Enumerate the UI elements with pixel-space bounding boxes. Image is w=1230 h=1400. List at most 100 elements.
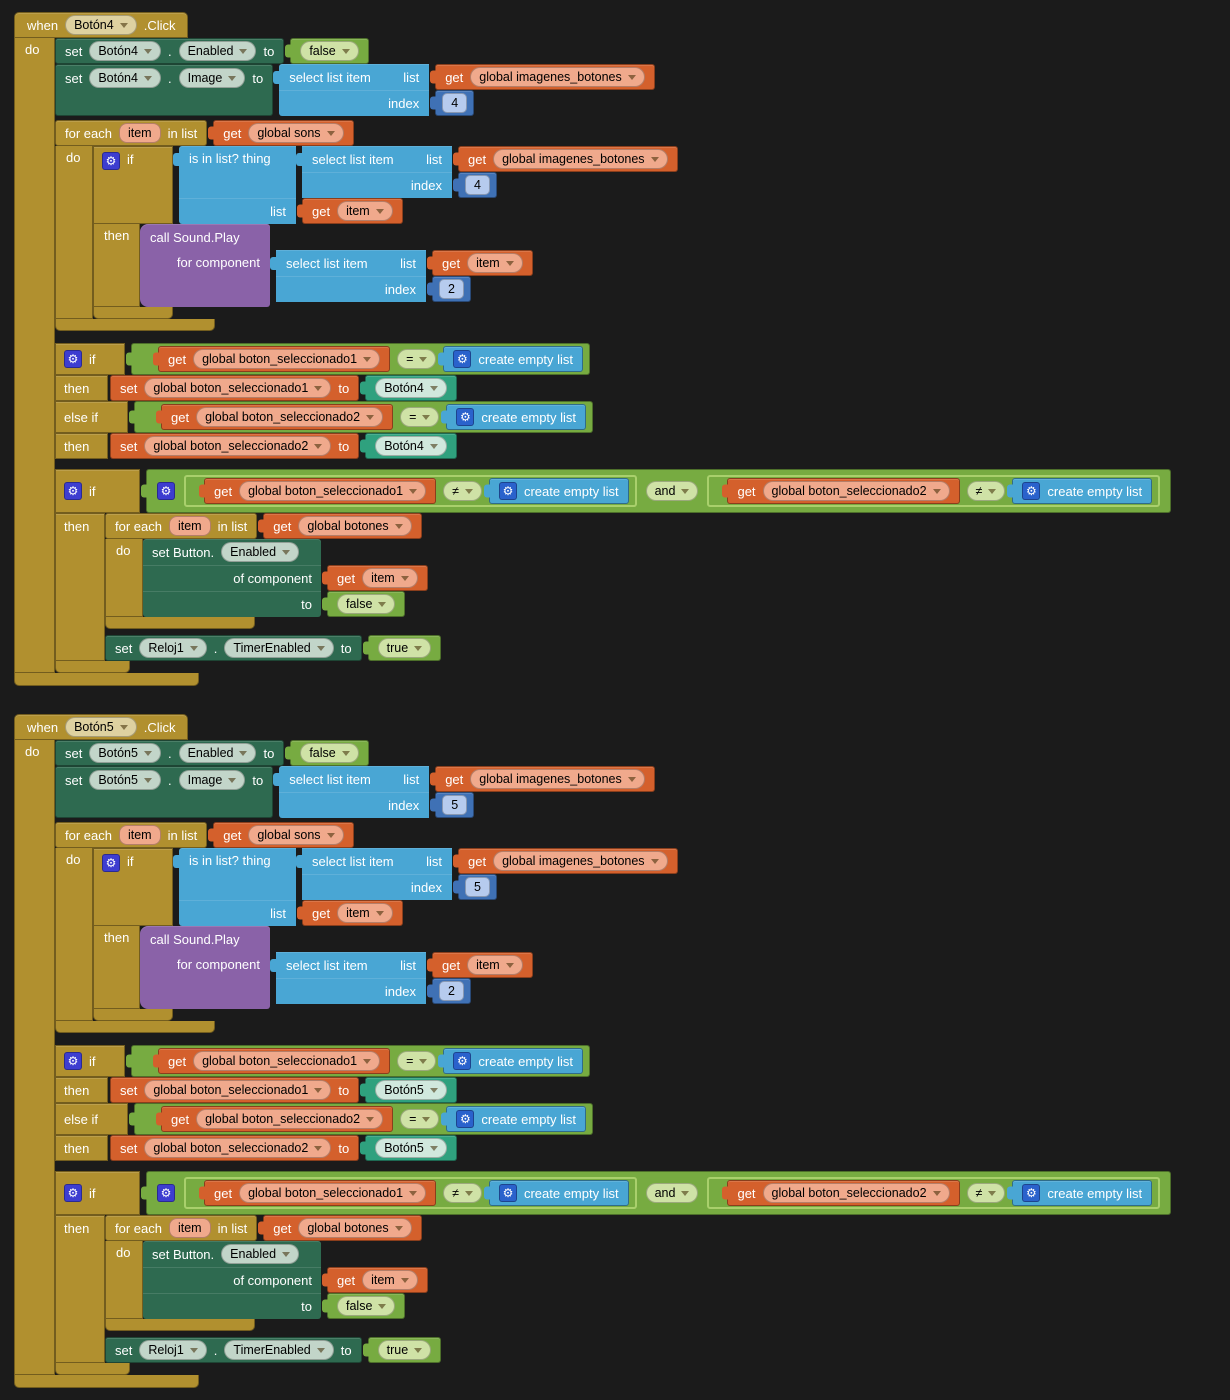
and-dropdown[interactable]: and: [645, 481, 699, 501]
mutator-gear-icon[interactable]: ⚙: [157, 482, 175, 500]
select-list-item-block[interactable]: select list item list get: [270, 250, 533, 302]
create-empty-list-block[interactable]: ⚙ create empty list: [446, 1106, 587, 1132]
foreach-header[interactable]: for each item in list: [55, 822, 208, 848]
logic-dropdown[interactable]: false: [337, 594, 396, 614]
operator-dropdown[interactable]: ≠: [966, 481, 1006, 501]
loop-variable-field[interactable]: item: [168, 516, 211, 536]
set-property-block[interactable]: set Botón4 . Image to: [55, 64, 274, 116]
variable-dropdown[interactable]: global boton_seleccionado1: [144, 1080, 332, 1100]
create-empty-list-block[interactable]: ⚙ create empty list: [443, 346, 584, 372]
event-header[interactable]: when Botón5 .Click: [14, 714, 189, 740]
number-block[interactable]: 2: [432, 276, 471, 302]
equals-comparison-block[interactable]: get global boton_seleccionado1 = ⚙ creat…: [131, 1045, 591, 1077]
component-dropdown[interactable]: Reloj1: [139, 638, 207, 658]
foreach-header[interactable]: for each item in list: [105, 1215, 258, 1241]
get-variable-block[interactable]: get global boton_seleccionado1: [158, 1048, 391, 1074]
event-component-dropdown[interactable]: Botón4: [65, 15, 137, 35]
mutator-gear-icon[interactable]: ⚙: [498, 482, 517, 500]
variable-dropdown[interactable]: global boton_seleccionado2: [762, 481, 950, 501]
property-dropdown[interactable]: Image: [178, 68, 246, 88]
logic-dropdown[interactable]: true: [377, 1340, 432, 1360]
set-button-enabled-block[interactable]: set Button. Enabled of component: [143, 539, 428, 617]
loop-variable-field[interactable]: item: [118, 123, 161, 143]
not-equals-comparison-block[interactable]: get global boton_seleccionado2 ≠ ⚙ creat: [707, 1177, 1161, 1209]
logic-dropdown[interactable]: false: [300, 41, 359, 61]
variable-dropdown[interactable]: global boton_seleccionado1: [239, 1183, 427, 1203]
foreach-botones-block[interactable]: for each item in list get global botones: [105, 513, 428, 629]
false-value-block[interactable]: false: [290, 38, 369, 64]
true-value-block[interactable]: true: [367, 1337, 442, 1363]
mutator-gear-icon[interactable]: ⚙: [456, 408, 475, 426]
variable-dropdown[interactable]: global boton_seleccionado1: [193, 349, 381, 369]
is-in-list-block[interactable]: is in list? thing select list item list: [173, 848, 678, 926]
event-header[interactable]: when Botón4 .Click: [14, 12, 189, 38]
foreach-sons-block[interactable]: for each item in list get global sons do: [55, 822, 678, 1033]
get-item-block[interactable]: get item: [302, 198, 403, 224]
foreach-header[interactable]: for each item in list: [55, 120, 208, 146]
get-item-block[interactable]: get item: [432, 250, 533, 276]
operator-dropdown[interactable]: =: [397, 1051, 437, 1071]
if-sound-block[interactable]: ⚙ if is in list? thing: [93, 848, 678, 1021]
operator-dropdown[interactable]: =: [400, 1109, 440, 1129]
component-dropdown[interactable]: Botón4: [375, 378, 447, 398]
operator-dropdown[interactable]: ≠: [966, 1183, 1006, 1203]
set-enabled-statement[interactable]: set Botón4 . Enabled to false: [55, 38, 369, 64]
create-empty-list-block[interactable]: ⚙ create empty list: [488, 478, 629, 504]
foreach-botones-block[interactable]: for each item in list get global botones: [105, 1215, 428, 1331]
call-sound-play-block[interactable]: call Sound.Play for component select lis…: [140, 926, 533, 1009]
mutator-gear-icon[interactable]: ⚙: [157, 1184, 175, 1202]
operator-dropdown[interactable]: =: [400, 407, 440, 427]
component-dropdown[interactable]: Botón5: [89, 743, 161, 763]
component-value-block[interactable]: Botón5: [365, 1077, 457, 1103]
if-else-block[interactable]: ⚙ if get global boton_seleccionado1 =: [55, 1045, 594, 1161]
set-property-block[interactable]: set Reloj1 . TimerEnabled to: [105, 635, 362, 661]
set-button-enabled-block[interactable]: set Button. Enabled of component: [143, 1241, 428, 1319]
get-variable-block[interactable]: get global boton_seleccionado2: [727, 478, 960, 504]
component-value-block[interactable]: Botón4: [365, 375, 457, 401]
mutator-gear-icon[interactable]: ⚙: [102, 854, 120, 872]
component-dropdown[interactable]: Botón4: [89, 68, 161, 88]
variable-dropdown[interactable]: global imagenes_botones: [470, 67, 645, 87]
set-property-block[interactable]: set Reloj1 . TimerEnabled to: [105, 1337, 362, 1363]
get-item-block[interactable]: get item: [302, 900, 403, 926]
component-dropdown[interactable]: Botón4: [375, 436, 447, 456]
loop-variable-field[interactable]: item: [118, 825, 161, 845]
variable-dropdown[interactable]: global boton_seleccionado2: [762, 1183, 950, 1203]
logic-dropdown[interactable]: false: [337, 1296, 396, 1316]
set-property-block[interactable]: set Botón5 . Enabled to: [55, 740, 285, 766]
select-list-item-block[interactable]: select list item list get: [270, 952, 533, 1004]
get-variable-block[interactable]: get global boton_seleccionado1: [204, 478, 437, 504]
when-event-block[interactable]: when Botón4 .Click do set Botón4 . Enabl…: [14, 12, 1172, 686]
mutator-gear-icon[interactable]: ⚙: [102, 152, 120, 170]
create-empty-list-block[interactable]: ⚙ create empty list: [1012, 478, 1153, 504]
variable-dropdown[interactable]: item: [337, 903, 393, 923]
mutator-gear-icon[interactable]: ⚙: [1022, 482, 1041, 500]
get-variable-block[interactable]: get global boton_seleccionado2: [161, 404, 394, 430]
variable-dropdown[interactable]: global sons: [248, 825, 344, 845]
property-dropdown[interactable]: Enabled: [178, 41, 257, 61]
get-variable-block[interactable]: get global botones: [263, 513, 422, 539]
not-equals-comparison-block[interactable]: get global boton_seleccionado1 ≠ ⚙ creat: [184, 1177, 637, 1209]
mutator-gear-icon[interactable]: ⚙: [64, 482, 82, 500]
select-list-item-block[interactable]: select list item list get: [296, 848, 678, 900]
set-image-statement[interactable]: set Botón5 . Image to select list item: [55, 766, 655, 818]
if-else-block[interactable]: ⚙ if get global boton_seleccionado1 =: [55, 343, 594, 459]
property-dropdown[interactable]: TimerEnabled: [224, 638, 334, 658]
number-block[interactable]: 4: [458, 172, 497, 198]
component-value-block[interactable]: Botón5: [365, 1135, 457, 1161]
select-list-item-block[interactable]: select list item list get: [296, 146, 678, 198]
component-dropdown[interactable]: Botón5: [375, 1138, 447, 1158]
mutator-gear-icon[interactable]: ⚙: [453, 1052, 472, 1070]
get-variable-block[interactable]: get global boton_seleccionado1: [158, 346, 391, 372]
mutator-gear-icon[interactable]: ⚙: [64, 350, 82, 368]
set-variable-block[interactable]: set global boton_seleccionado2 to: [110, 1135, 360, 1161]
true-value-block[interactable]: true: [367, 635, 442, 661]
set-image-statement[interactable]: set Botón4 . Image to select list item: [55, 64, 655, 116]
variable-dropdown[interactable]: global imagenes_botones: [493, 149, 668, 169]
select-list-item-block[interactable]: select list item list get global imagene…: [273, 64, 655, 116]
variable-dropdown[interactable]: global boton_seleccionado2: [144, 1138, 332, 1158]
variable-dropdown[interactable]: global sons: [248, 123, 344, 143]
property-dropdown[interactable]: Image: [178, 770, 246, 790]
set-variable-block[interactable]: set global boton_seleccionado1 to: [110, 375, 360, 401]
